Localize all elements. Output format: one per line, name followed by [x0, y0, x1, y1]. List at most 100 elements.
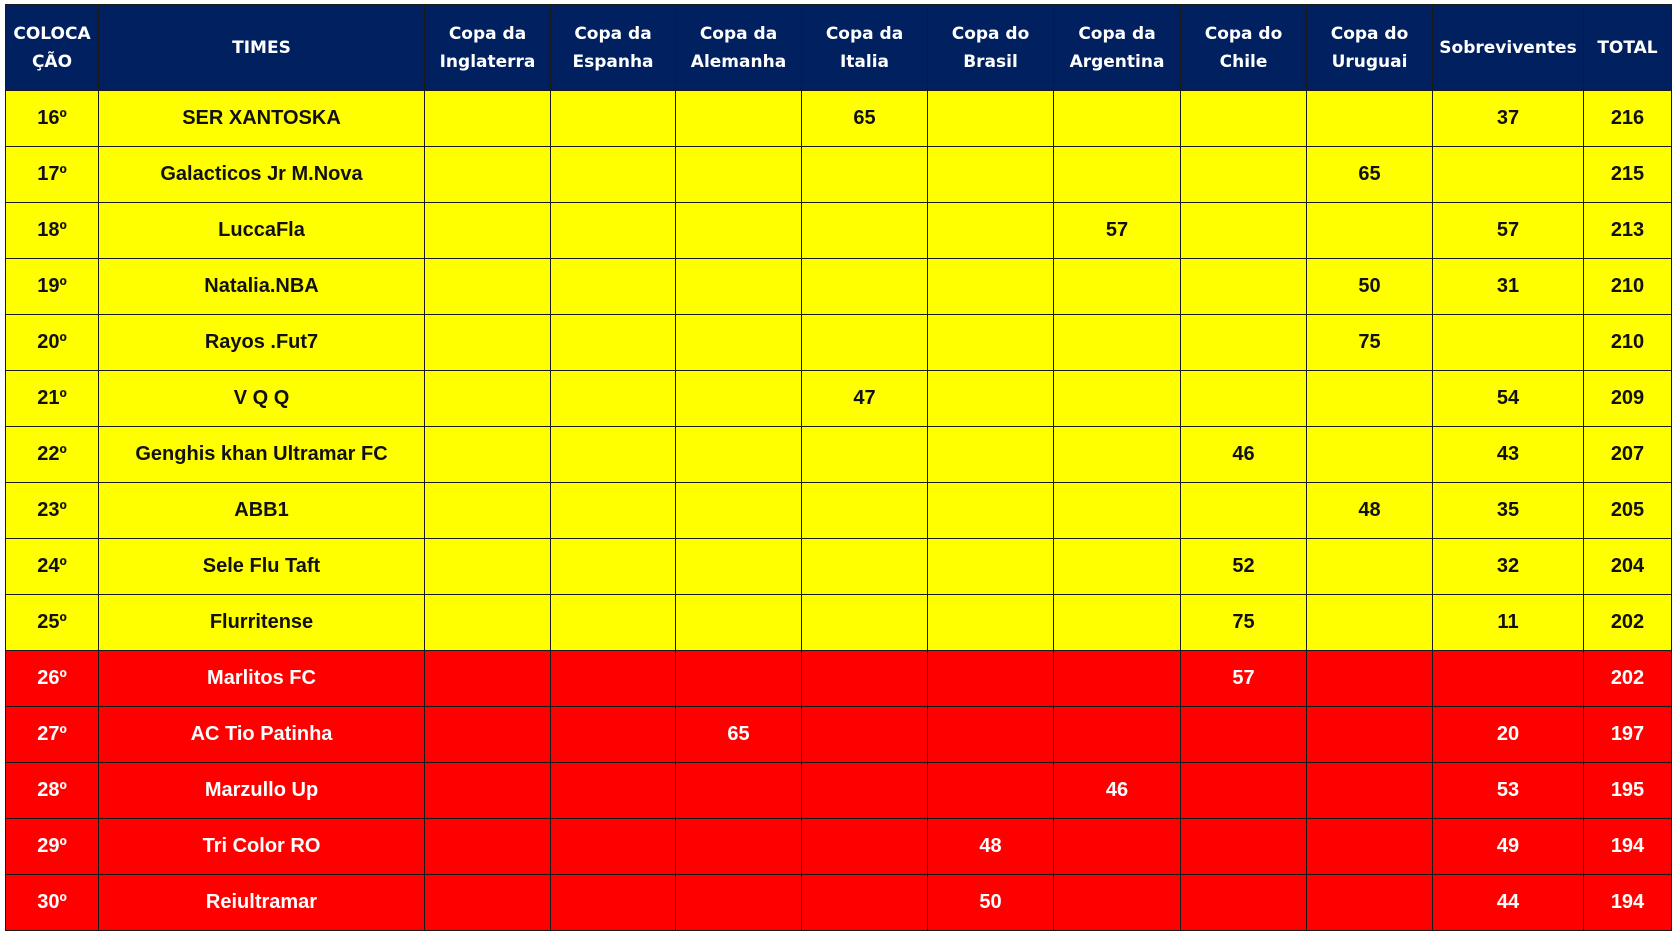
- cell-copa-inglaterra[interactable]: [424, 762, 551, 819]
- cell-copa-brasil[interactable]: [927, 762, 1054, 819]
- cell-copa-uruguai[interactable]: [1306, 594, 1433, 651]
- header-copa-argentina[interactable]: Copa da Argentina: [1053, 4, 1181, 91]
- cell-copa-brasil[interactable]: [927, 482, 1054, 539]
- cell-sobreviventes[interactable]: 35: [1432, 482, 1584, 539]
- cell-copa-alemanha[interactable]: [675, 202, 802, 259]
- cell-total[interactable]: 194: [1583, 874, 1672, 931]
- cell-copa-uruguai[interactable]: [1306, 874, 1433, 931]
- cell-total[interactable]: 215: [1583, 146, 1672, 203]
- cell-copa-alemanha[interactable]: [675, 258, 802, 315]
- cell-copa-argentina[interactable]: [1053, 146, 1181, 203]
- cell-copa-brasil[interactable]: [927, 202, 1054, 259]
- cell-copa-brasil[interactable]: [927, 314, 1054, 371]
- cell-copa-uruguai[interactable]: [1306, 202, 1433, 259]
- cell-total[interactable]: 204: [1583, 538, 1672, 595]
- cell-copa-brasil[interactable]: [927, 426, 1054, 483]
- cell-copa-inglaterra[interactable]: [424, 370, 551, 427]
- cell-sobreviventes[interactable]: 11: [1432, 594, 1584, 651]
- cell-copa-argentina[interactable]: [1053, 594, 1181, 651]
- cell-copa-italia[interactable]: [801, 258, 928, 315]
- cell-position[interactable]: 16º: [5, 90, 99, 147]
- cell-sobreviventes[interactable]: 20: [1432, 706, 1584, 763]
- cell-team[interactable]: Sele Flu Taft: [98, 538, 425, 595]
- cell-copa-inglaterra[interactable]: [424, 258, 551, 315]
- cell-sobreviventes[interactable]: [1432, 146, 1584, 203]
- cell-total[interactable]: 202: [1583, 594, 1672, 651]
- cell-copa-chile[interactable]: [1180, 482, 1307, 539]
- cell-copa-italia[interactable]: [801, 426, 928, 483]
- cell-copa-italia[interactable]: [801, 762, 928, 819]
- cell-copa-espanha[interactable]: [550, 650, 676, 707]
- cell-copa-espanha[interactable]: [550, 370, 676, 427]
- cell-team[interactable]: Marlitos FC: [98, 650, 425, 707]
- cell-copa-alemanha[interactable]: [675, 482, 802, 539]
- cell-team[interactable]: Marzullo Up: [98, 762, 425, 819]
- cell-copa-italia[interactable]: [801, 482, 928, 539]
- cell-team[interactable]: Reiultramar: [98, 874, 425, 931]
- cell-position[interactable]: 28º: [5, 762, 99, 819]
- cell-copa-brasil[interactable]: [927, 370, 1054, 427]
- cell-position[interactable]: 29º: [5, 818, 99, 875]
- cell-position[interactable]: 26º: [5, 650, 99, 707]
- cell-copa-chile[interactable]: 75: [1180, 594, 1307, 651]
- cell-copa-brasil[interactable]: [927, 594, 1054, 651]
- cell-team[interactable]: Flurritense: [98, 594, 425, 651]
- cell-copa-espanha[interactable]: [550, 426, 676, 483]
- cell-copa-brasil[interactable]: [927, 258, 1054, 315]
- header-copa-chile[interactable]: Copa do Chile: [1180, 4, 1307, 91]
- cell-copa-uruguai[interactable]: [1306, 90, 1433, 147]
- header-copa-brasil[interactable]: Copa do Brasil: [927, 4, 1054, 91]
- cell-copa-argentina[interactable]: [1053, 90, 1181, 147]
- cell-copa-uruguai[interactable]: 75: [1306, 314, 1433, 371]
- cell-copa-uruguai[interactable]: 48: [1306, 482, 1433, 539]
- cell-copa-argentina[interactable]: [1053, 426, 1181, 483]
- cell-copa-chile[interactable]: 57: [1180, 650, 1307, 707]
- cell-sobreviventes[interactable]: 37: [1432, 90, 1584, 147]
- cell-copa-argentina[interactable]: [1053, 538, 1181, 595]
- cell-copa-uruguai[interactable]: [1306, 538, 1433, 595]
- cell-copa-chile[interactable]: [1180, 706, 1307, 763]
- cell-copa-chile[interactable]: [1180, 90, 1307, 147]
- cell-copa-argentina[interactable]: 46: [1053, 762, 1181, 819]
- cell-team[interactable]: V Q Q: [98, 370, 425, 427]
- cell-copa-alemanha[interactable]: [675, 650, 802, 707]
- cell-copa-espanha[interactable]: [550, 482, 676, 539]
- header-copa-uruguai[interactable]: Copa do Uruguai: [1306, 4, 1433, 91]
- cell-copa-argentina[interactable]: 57: [1053, 202, 1181, 259]
- cell-copa-espanha[interactable]: [550, 146, 676, 203]
- cell-copa-italia[interactable]: [801, 874, 928, 931]
- cell-total[interactable]: 210: [1583, 314, 1672, 371]
- cell-copa-inglaterra[interactable]: [424, 706, 551, 763]
- cell-copa-inglaterra[interactable]: [424, 538, 551, 595]
- cell-team[interactable]: Rayos .Fut7: [98, 314, 425, 371]
- cell-copa-alemanha[interactable]: [675, 370, 802, 427]
- header-position[interactable]: COLOCA ÇÃO: [5, 4, 99, 91]
- cell-copa-chile[interactable]: [1180, 146, 1307, 203]
- cell-total[interactable]: 213: [1583, 202, 1672, 259]
- cell-team[interactable]: LuccaFla: [98, 202, 425, 259]
- cell-total[interactable]: 207: [1583, 426, 1672, 483]
- cell-copa-inglaterra[interactable]: [424, 818, 551, 875]
- cell-copa-inglaterra[interactable]: [424, 202, 551, 259]
- header-copa-alemanha[interactable]: Copa da Alemanha: [675, 4, 802, 91]
- cell-copa-italia[interactable]: 65: [801, 90, 928, 147]
- cell-team[interactable]: Genghis khan Ultramar FC: [98, 426, 425, 483]
- cell-copa-argentina[interactable]: [1053, 314, 1181, 371]
- cell-copa-alemanha[interactable]: [675, 594, 802, 651]
- cell-copa-italia[interactable]: [801, 538, 928, 595]
- cell-copa-uruguai[interactable]: 50: [1306, 258, 1433, 315]
- cell-copa-brasil[interactable]: 48: [927, 818, 1054, 875]
- cell-sobreviventes[interactable]: 54: [1432, 370, 1584, 427]
- cell-copa-argentina[interactable]: [1053, 482, 1181, 539]
- cell-copa-espanha[interactable]: [550, 538, 676, 595]
- cell-position[interactable]: 23º: [5, 482, 99, 539]
- cell-copa-italia[interactable]: [801, 146, 928, 203]
- cell-copa-espanha[interactable]: [550, 874, 676, 931]
- cell-position[interactable]: 22º: [5, 426, 99, 483]
- cell-copa-alemanha[interactable]: 65: [675, 706, 802, 763]
- cell-copa-italia[interactable]: [801, 314, 928, 371]
- cell-copa-espanha[interactable]: [550, 90, 676, 147]
- cell-copa-italia[interactable]: [801, 818, 928, 875]
- cell-team[interactable]: AC Tio Patinha: [98, 706, 425, 763]
- cell-sobreviventes[interactable]: 53: [1432, 762, 1584, 819]
